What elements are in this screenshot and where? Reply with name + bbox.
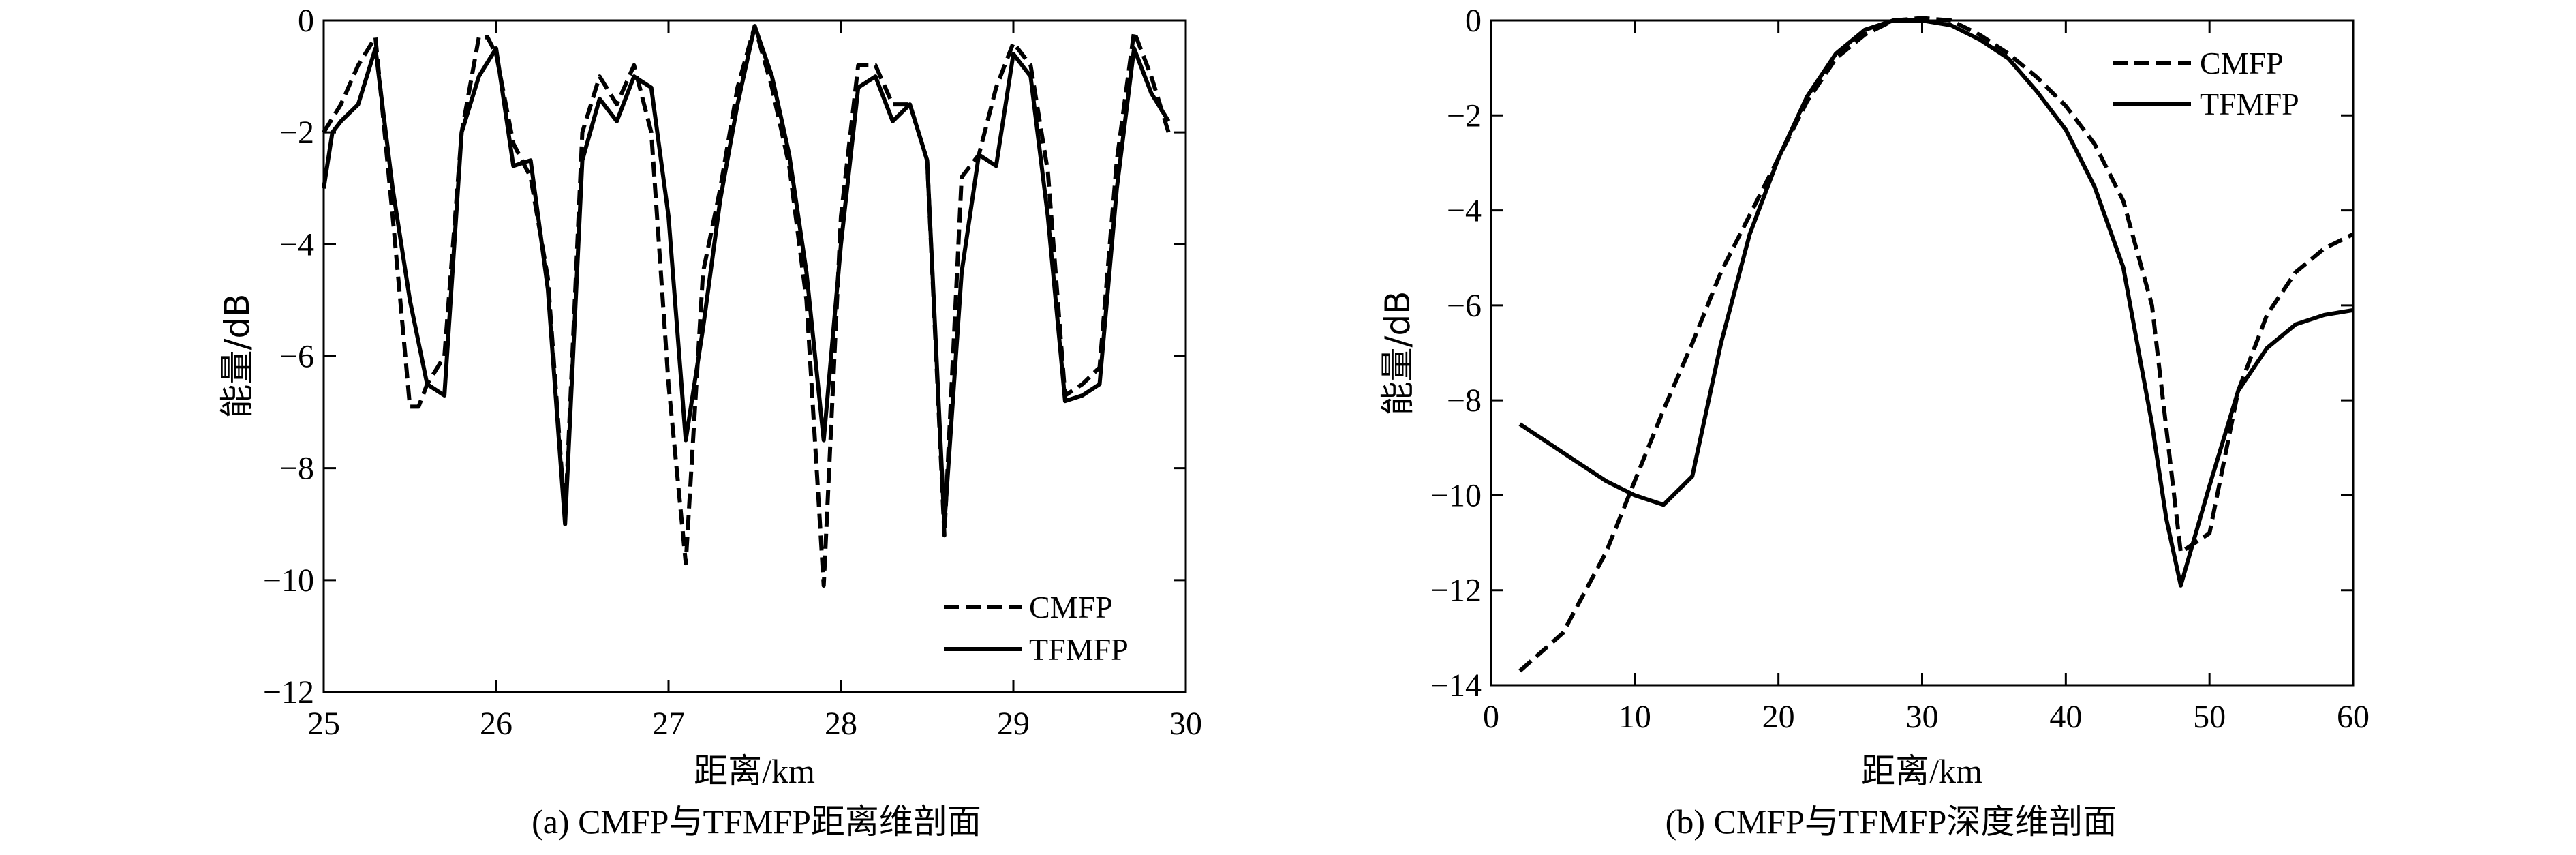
y-tick-label-a-6: −12 bbox=[263, 674, 314, 710]
y-tick-label-b-4: −8 bbox=[1447, 382, 1482, 419]
ticks-b: 0 10 20 30 40 50 60 0 −2 −4 −6 −8 −10 −12 −14 bbox=[1430, 3, 2370, 735]
y-tick-label-a-0: 0 bbox=[298, 3, 314, 39]
x-tick-label-a-0: 25 bbox=[307, 706, 340, 742]
y-axis-label-b: 能量/dB bbox=[1378, 291, 1417, 416]
y-tick-label-a-3: −6 bbox=[279, 339, 314, 375]
x-tick-label-b-3: 30 bbox=[1906, 699, 1939, 735]
x-axis-label-b: 距离/km bbox=[1861, 752, 1982, 790]
x-tick-label-a-1: 26 bbox=[480, 706, 512, 742]
legend-label-cmfp-a: CMFP bbox=[1029, 590, 1113, 625]
series-line-cmfp-b bbox=[1518, 16, 2355, 673]
y-tick-label-a-5: −10 bbox=[263, 562, 314, 599]
chart-panel-b: 0 10 20 30 40 50 60 0 −2 −4 −6 −8 −10 −12 −14 CMFP TFM… bbox=[1378, 3, 2370, 841]
x-tick-label-b-4: 40 bbox=[2049, 699, 2082, 735]
y-tick-label-b-0: 0 bbox=[1465, 3, 1482, 39]
x-tick-label-b-1: 10 bbox=[1619, 699, 1651, 735]
caption-a: (a) CMFP与TFMFP距离维剖面 bbox=[532, 802, 981, 841]
y-tick-label-b-6: −12 bbox=[1430, 573, 1482, 609]
x-tick-label-a-3: 28 bbox=[825, 706, 857, 742]
y-tick-label-b-7: −14 bbox=[1430, 668, 1482, 704]
x-tick-label-a-4: 29 bbox=[997, 706, 1030, 742]
x-tick-label-b-2: 20 bbox=[1762, 699, 1795, 735]
series-line-tfmfp-a bbox=[322, 24, 1171, 526]
y-tick-label-a-4: −8 bbox=[279, 451, 314, 487]
y-tick-label-a-2: −4 bbox=[279, 226, 314, 262]
legend-a: CMFP TFMFP bbox=[944, 590, 1129, 667]
caption-b: (b) CMFP与TFMFP深度维剖面 bbox=[1666, 802, 2117, 841]
series-line-tfmfp-b bbox=[1518, 18, 2354, 588]
chart-panel-a: 25 26 27 28 29 30 0 −2 −4 −6 −8 −10 −12 CMFP TFMFP 距… bbox=[217, 3, 1202, 841]
legend-b: CMFP TFMFP bbox=[2113, 46, 2299, 121]
y-tick-label-b-2: −4 bbox=[1447, 193, 1482, 229]
x-tick-label-b-6: 60 bbox=[2337, 699, 2370, 735]
x-tick-label-a-5: 30 bbox=[1169, 706, 1202, 742]
x-tick-label-b-0: 0 bbox=[1483, 699, 1499, 735]
ticks-a: 25 26 27 28 29 30 0 −2 −4 −6 −8 −10 −12 bbox=[263, 3, 1202, 742]
legend-label-tfmfp-b: TFMFP bbox=[2200, 87, 2299, 121]
x-axis-label-a: 距离/km bbox=[694, 752, 815, 790]
y-axis-label-a: 能量/dB bbox=[217, 294, 257, 419]
legend-label-cmfp-b: CMFP bbox=[2200, 46, 2284, 80]
y-tick-label-a-1: −2 bbox=[279, 115, 314, 151]
y-tick-label-b-1: −2 bbox=[1447, 97, 1482, 134]
series-lines-b bbox=[1518, 16, 2355, 673]
y-tick-label-b-5: −10 bbox=[1430, 477, 1482, 513]
x-tick-label-a-2: 27 bbox=[652, 706, 685, 742]
x-tick-label-b-5: 50 bbox=[2193, 699, 2226, 735]
series-lines-a bbox=[322, 24, 1171, 588]
y-tick-label-b-3: −6 bbox=[1447, 288, 1482, 324]
legend-label-tfmfp-a: TFMFP bbox=[1029, 632, 1129, 667]
